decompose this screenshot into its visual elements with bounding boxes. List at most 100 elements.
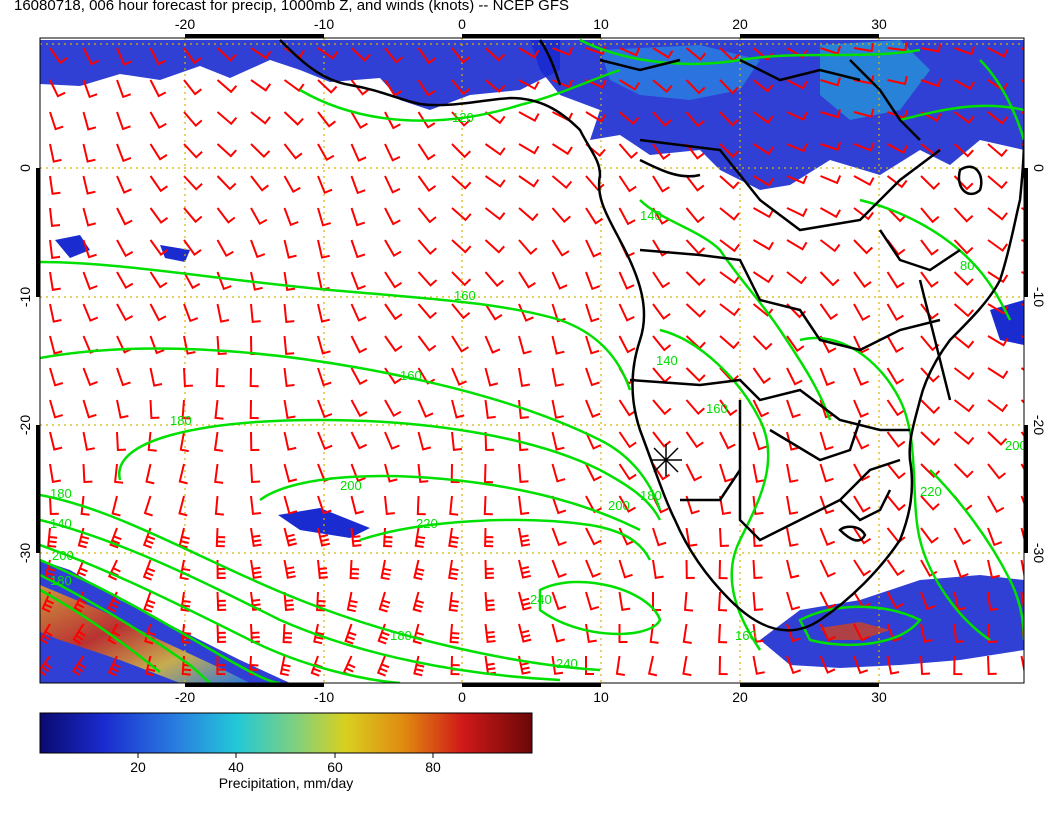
- wind-barb: [416, 495, 426, 516]
- wind-barb: [350, 271, 366, 291]
- wind-barb: [853, 527, 872, 545]
- wind-barb: [987, 111, 1008, 125]
- wind-barb: [886, 367, 905, 385]
- wind-barb: [719, 239, 740, 253]
- wind-barb: [752, 143, 774, 156]
- wind-barb: [518, 463, 529, 483]
- wind-barb: [551, 495, 567, 515]
- wind-barb: [652, 47, 674, 59]
- wind-barb: [49, 79, 66, 98]
- wind-barb: [886, 271, 905, 289]
- wind-barb: [283, 239, 297, 259]
- wind-barb: [585, 303, 600, 323]
- wind-barb: [819, 623, 837, 642]
- wind-barb: [317, 111, 337, 128]
- wind-barb: [618, 111, 640, 126]
- wind-barb: [953, 655, 963, 676]
- wind-barb: [887, 143, 908, 154]
- wind-barb: [317, 207, 331, 227]
- wind-barb: [350, 527, 362, 547]
- contour-label: 200: [52, 548, 74, 563]
- wind-barb: [283, 143, 303, 160]
- wind-barb: [652, 111, 672, 127]
- wind-barb: [142, 559, 156, 581]
- wind-barb: [313, 623, 325, 645]
- wind-barb: [417, 175, 437, 192]
- left-lat-ticks: 0 -10 -20 -30: [17, 164, 33, 563]
- wind-barb: [47, 527, 58, 548]
- wind-barb: [215, 367, 225, 388]
- wind-barb: [116, 271, 134, 289]
- wind-barb: [49, 303, 62, 323]
- wind-barb: [82, 367, 98, 387]
- wind-barb: [145, 463, 155, 485]
- wind-barb: [518, 495, 530, 516]
- wind-barb: [283, 79, 305, 93]
- wind-barb: [384, 143, 401, 162]
- wind-barb: [1020, 559, 1024, 579]
- wind-barb: [180, 591, 191, 612]
- wind-barb: [618, 624, 628, 643]
- wind-barb: [752, 495, 764, 516]
- contour-label: 240: [530, 592, 552, 607]
- wind-barb: [718, 559, 728, 580]
- wind-barb: [585, 527, 602, 546]
- wind-barb: [920, 367, 940, 383]
- wind-barb: [719, 143, 740, 159]
- contour-label: 180: [640, 488, 662, 503]
- wind-barb: [72, 623, 86, 645]
- contour-label: 200: [1005, 438, 1027, 453]
- precip-guinea-coast: [40, 40, 560, 110]
- colorbar-gradient: [39, 712, 533, 754]
- wind-barb: [518, 527, 531, 547]
- wind-barb: [920, 207, 940, 224]
- wind-barb: [216, 655, 226, 676]
- bottom-lon-tick: 30: [871, 689, 887, 705]
- wind-barb: [953, 623, 965, 643]
- wind-barb: [350, 431, 368, 450]
- left-lat-tick: -10: [17, 287, 33, 307]
- wind-barb: [216, 335, 227, 356]
- wind-barb: [40, 623, 53, 645]
- wind-barb: [585, 175, 605, 192]
- wind-barb: [116, 367, 131, 387]
- wind-barb: [652, 143, 671, 160]
- wind-barb: [1020, 591, 1024, 611]
- wind-barb: [652, 431, 672, 448]
- wind-barb: [987, 527, 1003, 547]
- wind-barb: [384, 111, 401, 130]
- wind-barb: [819, 591, 837, 610]
- wind-barb: [149, 367, 163, 387]
- wind-barb: [283, 559, 296, 579]
- wind-barb: [853, 431, 870, 450]
- wind-barb: [82, 303, 99, 322]
- precip-patch-b: [55, 235, 90, 258]
- right-lat-tick: -30: [1031, 543, 1047, 563]
- wind-barb: [107, 591, 121, 613]
- contour-label: 180: [170, 413, 192, 428]
- wind-barb: [484, 271, 504, 288]
- wind-barb: [719, 527, 729, 548]
- wind-barb: [853, 559, 872, 577]
- wind-barb: [819, 559, 836, 578]
- wind-barb: [853, 367, 869, 386]
- wind-barb: [786, 367, 803, 386]
- wind-barb: [317, 239, 331, 259]
- wind-barb: [116, 79, 132, 99]
- contour-label: 80: [960, 258, 974, 273]
- wind-barb: [317, 303, 331, 323]
- wind-barb: [652, 79, 673, 94]
- wind-barb: [484, 111, 506, 125]
- wind-barb: [551, 303, 566, 323]
- left-lat-tick: 0: [17, 164, 33, 172]
- wind-barb: [853, 399, 869, 418]
- wind-barb: [853, 239, 873, 255]
- frame-markers: [36, 34, 1028, 687]
- wind-barb: [384, 399, 402, 418]
- wind-barb: [484, 623, 496, 644]
- right-lat-tick: -10: [1031, 287, 1047, 307]
- wind-barb: [484, 47, 505, 62]
- wind-barb: [216, 239, 234, 258]
- wind-barb: [786, 239, 808, 251]
- wind-barb: [249, 399, 259, 420]
